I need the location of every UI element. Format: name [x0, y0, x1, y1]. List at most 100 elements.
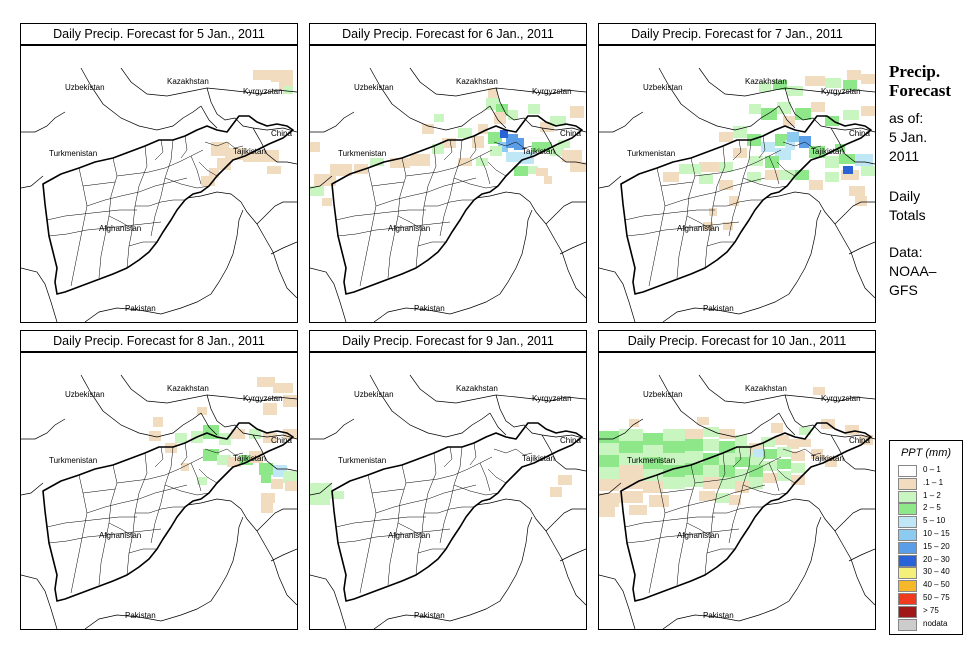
legend-item: .1 – 1 — [898, 477, 958, 490]
province-border — [768, 155, 780, 185]
precip-cell — [845, 425, 859, 435]
precip-cell — [753, 449, 763, 457]
precip-cell — [570, 162, 586, 172]
afghanistan-border — [331, 422, 583, 602]
precip-cell — [839, 154, 857, 164]
province-border — [424, 506, 474, 514]
province-border — [624, 516, 715, 528]
country-label-tajikistan: Tajikistan — [811, 454, 844, 463]
precip-cells — [201, 70, 293, 186]
precip-cell — [719, 162, 733, 172]
precip-cell — [532, 142, 552, 152]
legend-swatch — [898, 477, 917, 490]
province-border — [198, 161, 218, 177]
forecast-panel-jan6: Daily Precip. Forecast for 6 Jan., 2011 … — [309, 23, 587, 323]
precip-cell — [809, 146, 825, 158]
precip-cell — [175, 433, 187, 443]
precip-cell — [217, 455, 231, 465]
country-border — [764, 498, 875, 606]
precip-cell — [861, 106, 875, 116]
country-border — [80, 374, 202, 438]
country-label-tajikistan: Tajikistan — [811, 147, 844, 156]
province-border — [469, 442, 477, 466]
province-border — [782, 448, 822, 456]
country-border — [200, 105, 218, 129]
precip-cell — [795, 108, 811, 120]
province-border — [82, 181, 116, 187]
precip-cell — [310, 483, 332, 495]
legend-swatch — [898, 541, 917, 554]
province-border — [443, 446, 453, 468]
precip-cell — [261, 475, 271, 483]
map-canvas: Kazakhstan Uzbekistan Kyrgyzstan China Tajik… — [310, 67, 586, 322]
province-border — [128, 548, 157, 554]
country-border — [662, 209, 822, 322]
country-label-kazakhstan: Kazakhstan — [167, 77, 209, 86]
legend-item: 2 – 5 — [898, 503, 958, 516]
precip-cell — [723, 222, 733, 230]
sidebar-source-line: Data: — [889, 244, 923, 260]
legend-swatch — [898, 605, 917, 618]
province-border — [782, 141, 822, 149]
country-label-china: China — [849, 436, 870, 445]
country-border — [21, 175, 44, 189]
precip-cell — [825, 116, 839, 126]
country-label-uzbekistan: Uzbekistan — [65, 83, 105, 92]
precip-cell — [558, 140, 570, 148]
precip-cell — [310, 142, 320, 152]
panel-title: Daily Precip. Forecast for 8 Jan., 2011 — [20, 330, 298, 352]
country-border — [489, 412, 507, 436]
precip-cell — [149, 431, 161, 441]
precip-cell — [663, 453, 685, 465]
country-label-iran: Iran — [617, 628, 631, 629]
precip-cell — [735, 457, 749, 467]
legend-swatch — [898, 516, 917, 529]
province-border — [487, 161, 507, 177]
country-label-iran: Iran — [39, 628, 53, 629]
precip-cell — [599, 443, 619, 455]
country-border — [599, 418, 644, 440]
country-border — [848, 241, 875, 255]
province-border — [706, 241, 735, 247]
sidebar-title-line: Precip. — [889, 62, 941, 81]
country-label-turkmenistan: Turkmenistan — [49, 456, 97, 465]
precip-cell — [476, 158, 488, 166]
precip-cell — [749, 443, 763, 453]
precip-cell — [283, 429, 297, 439]
province-border — [98, 157, 118, 279]
precip-cell — [488, 132, 502, 144]
precip-cell — [619, 429, 643, 441]
country-label-afghanistan: Afghanistan — [677, 224, 719, 233]
precip-cell — [643, 433, 663, 445]
precip-cell — [550, 116, 566, 126]
precip-cell — [458, 158, 472, 166]
legend-label: nodata — [923, 618, 948, 628]
precip-cell — [599, 479, 619, 491]
province-border — [337, 528, 451, 544]
precip-cell — [855, 154, 873, 166]
precip-cell — [825, 78, 841, 88]
precip-cell — [825, 156, 839, 168]
precip-cell — [562, 150, 582, 162]
precip-cell — [735, 435, 747, 445]
precip-cell — [849, 186, 865, 196]
precip-cell — [855, 196, 867, 206]
province-border — [686, 215, 710, 229]
country-border — [778, 105, 796, 129]
province-border — [776, 468, 796, 484]
province-border — [135, 506, 185, 514]
country-label-uzbekistan: Uzbekistan — [65, 390, 105, 399]
legend-label: 40 – 50 — [923, 580, 950, 590]
afghanistan-border — [620, 422, 872, 602]
precip-cell — [843, 80, 857, 90]
legend-item: 15 – 20 — [898, 541, 958, 554]
sidebar-totals-line: Daily — [889, 188, 921, 204]
precip-cell — [422, 124, 434, 134]
precip-cell — [763, 461, 777, 471]
province-border — [335, 209, 426, 221]
province-border — [453, 484, 499, 496]
precip-cell — [550, 146, 564, 156]
province-border — [493, 448, 533, 456]
country-label-pakistan: Pakistan — [414, 611, 445, 620]
country-border — [848, 548, 875, 562]
